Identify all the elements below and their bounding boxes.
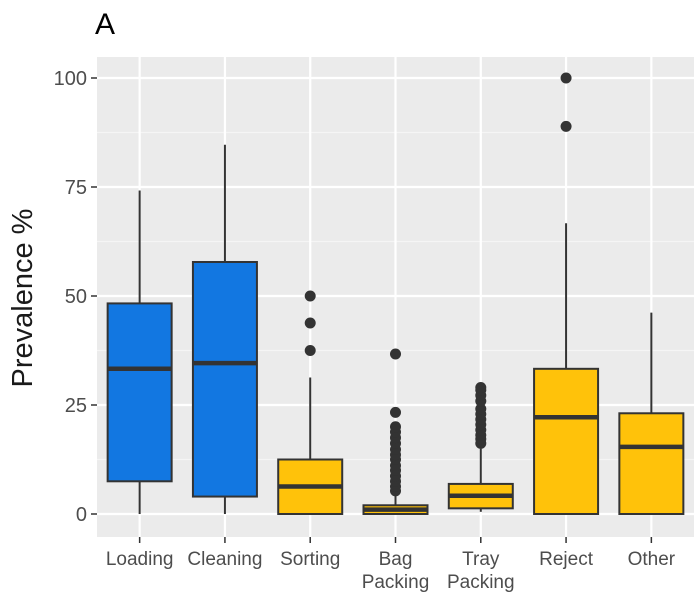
y-tick-label: 75	[65, 177, 87, 199]
x-tick-label: Loading	[106, 549, 174, 570]
boxes	[106, 72, 685, 516]
box-iqr	[618, 412, 685, 515]
outlier-point	[304, 317, 316, 329]
x-tick-label: Cleaning	[187, 549, 262, 570]
box-tray-packing	[447, 382, 514, 512]
box-iqr	[533, 367, 600, 516]
y-tick-label: 0	[76, 504, 87, 526]
y-tick-label: 100	[54, 68, 87, 90]
outlier-point	[304, 345, 316, 356]
outlier-point	[475, 403, 487, 415]
box-bag-packing	[362, 348, 429, 515]
outlier-point	[304, 290, 316, 302]
x-tick-label: Packing	[362, 572, 430, 593]
outlier-point	[390, 406, 401, 418]
box-cleaning	[191, 144, 258, 514]
x-axis-ticks: Loading Cleaning Sorting BagPackingTrayPack…	[106, 537, 676, 593]
y-axis-ticks: 0 25 50 75 100	[54, 68, 97, 526]
x-tick-label: Reject	[539, 549, 594, 570]
y-axis-label: Prevalence %	[7, 209, 39, 388]
x-tick-label: Other	[628, 549, 676, 570]
y-tick-label: 50	[65, 286, 87, 308]
box-other	[618, 312, 685, 515]
box-iqr	[106, 302, 173, 483]
box-loading	[106, 190, 173, 514]
panel-label: A	[95, 8, 115, 41]
outlier-point	[560, 72, 572, 84]
x-tick-label: Sorting	[280, 549, 340, 570]
box-reject	[533, 72, 600, 516]
outlier-point	[560, 120, 572, 132]
box-iqr	[191, 260, 258, 498]
x-tick-label: Packing	[447, 572, 515, 593]
outlier-point	[390, 421, 401, 433]
outlier-point	[390, 348, 401, 360]
x-tick-label: Bag	[379, 549, 413, 570]
outlier-point	[475, 382, 487, 394]
x-tick-label: Tray	[462, 549, 500, 570]
box-sorting	[277, 290, 344, 515]
y-tick-label: 25	[65, 395, 87, 417]
